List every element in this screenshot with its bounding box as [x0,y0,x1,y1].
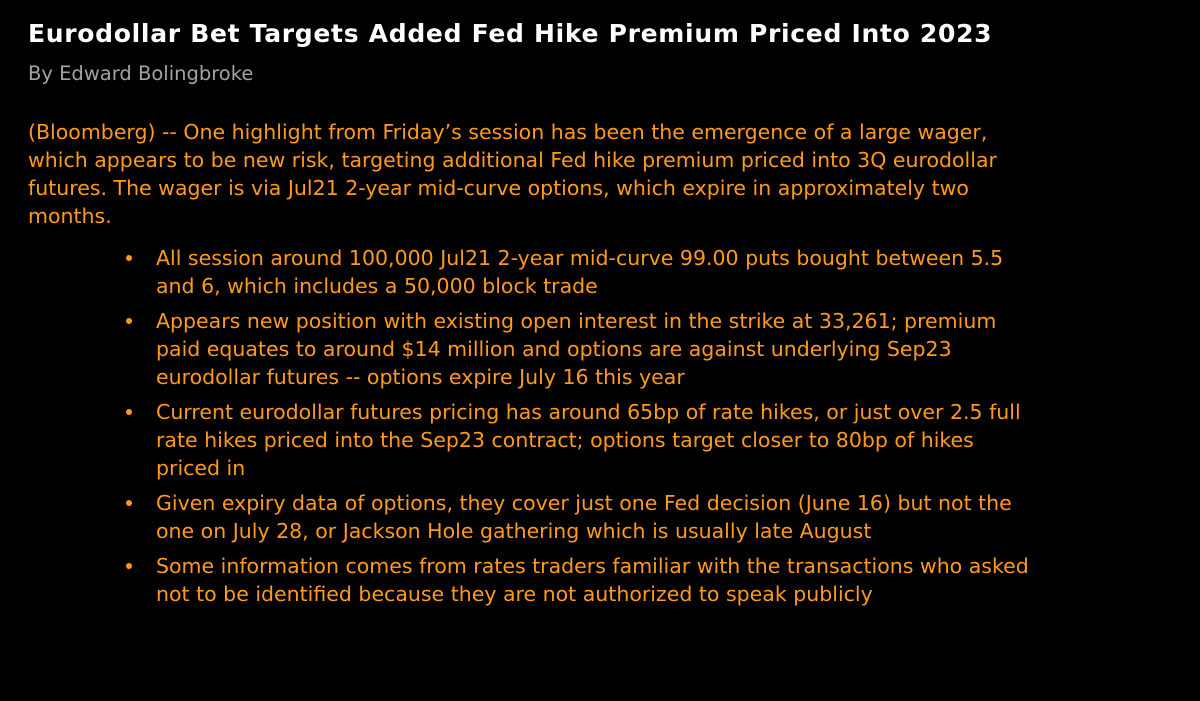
bullet-dot-icon [126,318,132,324]
bullet-dot-icon [126,255,132,261]
article-lead-paragraph: (Bloomberg) -- One highlight from Friday… [28,120,997,228]
bullet-text: Some information comes from rates trader… [156,554,1029,606]
bullet-item: Appears new position with existing open … [126,307,1041,391]
article-headline: Eurodollar Bet Targets Added Fed Hike Pr… [28,19,993,48]
bullet-list: All session around 100,000 Jul21 2-year … [126,244,1041,615]
bullet-text: All session around 100,000 Jul21 2-year … [156,246,1004,298]
bullet-text: Appears new position with existing open … [156,309,997,389]
bullet-item: Some information comes from rates trader… [126,552,1041,608]
bullet-text: Current eurodollar futures pricing has a… [156,400,1021,480]
bullet-item: Given expiry data of options, they cover… [126,489,1041,545]
bullet-item: Current eurodollar futures pricing has a… [126,398,1041,482]
bullet-dot-icon [126,563,132,569]
bullet-dot-icon [126,500,132,506]
bullet-item: All session around 100,000 Jul21 2-year … [126,244,1041,300]
article-byline: By Edward Bolingbroke [28,62,254,85]
bullet-text: Given expiry data of options, they cover… [156,491,1012,543]
bullet-dot-icon [126,409,132,415]
